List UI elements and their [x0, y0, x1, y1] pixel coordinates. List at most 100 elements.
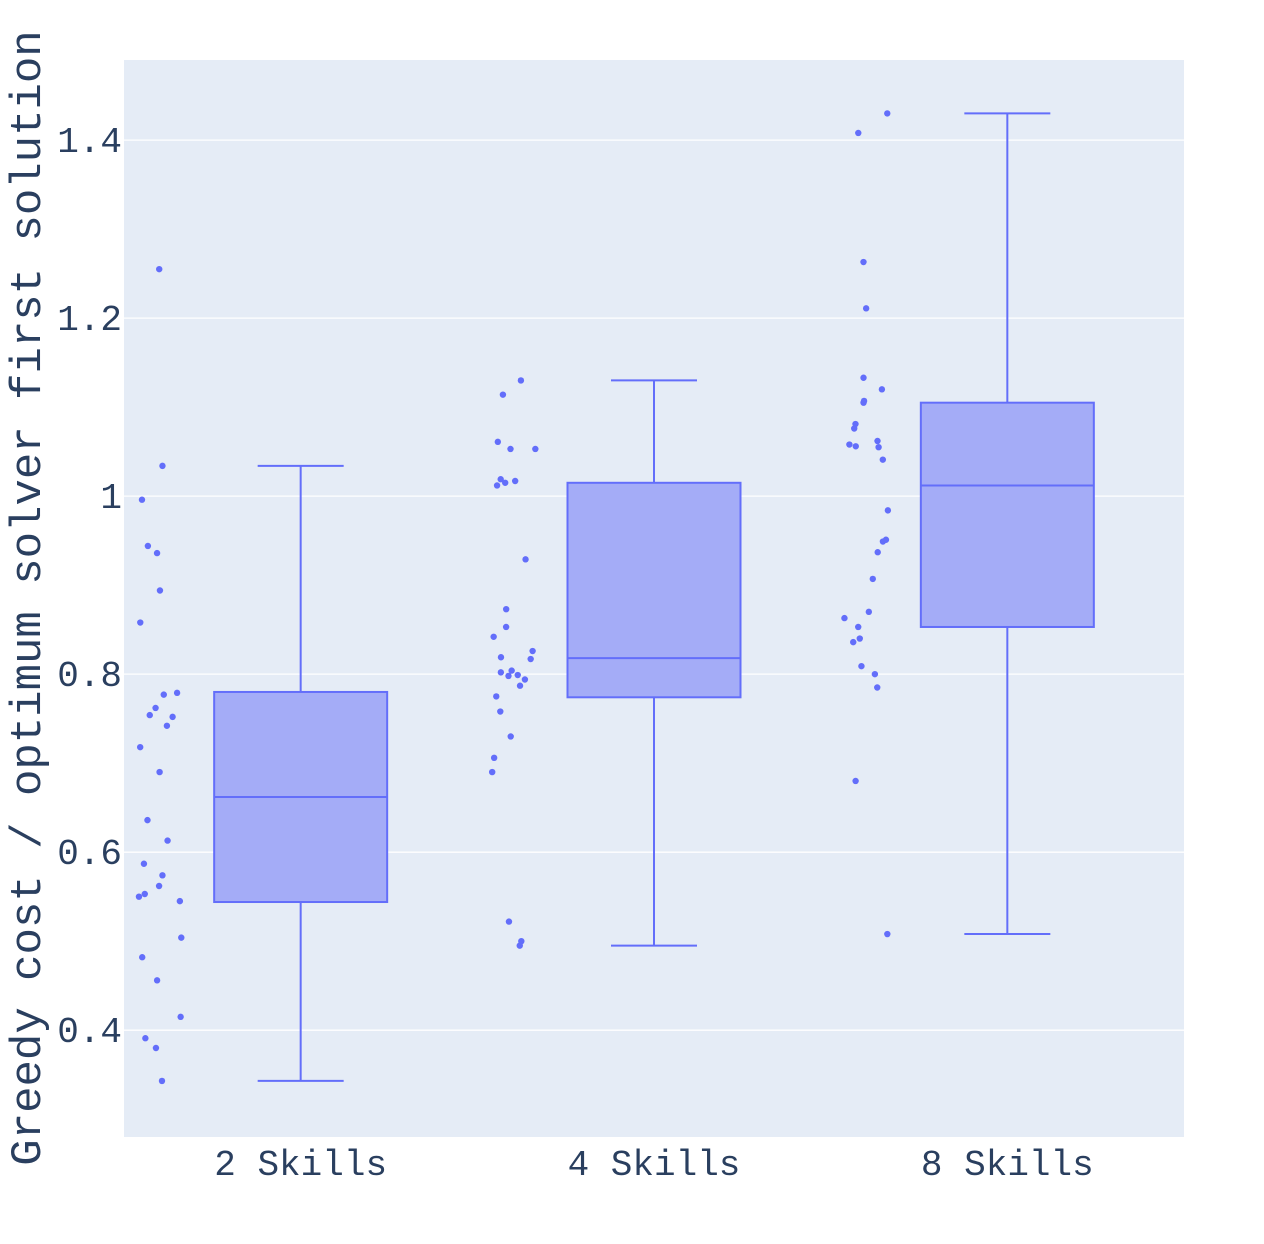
data-point	[501, 479, 509, 486]
data-point	[860, 258, 867, 266]
data-point	[494, 438, 502, 446]
y-tick-label: 1.2	[57, 300, 122, 341]
data-point	[140, 860, 148, 867]
y-axis-title: Greedy cost / optimum solver first solut…	[4, 30, 54, 1165]
data-point	[138, 496, 146, 503]
data-point	[851, 425, 858, 432]
data-point	[141, 890, 148, 898]
data-point	[153, 977, 161, 984]
data-point	[522, 556, 529, 563]
data-point	[856, 635, 863, 642]
data-point	[532, 445, 539, 453]
data-point	[884, 110, 891, 117]
data-point	[858, 662, 865, 670]
y-tick-label: 0.6	[57, 834, 122, 875]
data-point	[852, 443, 859, 450]
iqr-box	[919, 401, 1095, 628]
data-point	[155, 882, 163, 890]
data-point	[156, 768, 163, 776]
data-point	[497, 654, 505, 661]
data-point	[146, 711, 153, 719]
data-point	[144, 816, 151, 824]
data-point	[865, 608, 873, 616]
x-tick-label: 4 Skills	[568, 1145, 741, 1186]
data-point	[508, 667, 515, 674]
data-point	[855, 129, 862, 137]
y-tick-label: 0.8	[57, 656, 122, 697]
data-point	[527, 655, 534, 663]
data-point	[852, 777, 859, 785]
y-axis-ticks: 0.4 0.6 0.8 1 1.2 1.4	[57, 122, 122, 1053]
data-point	[516, 942, 523, 949]
boxes	[213, 112, 1095, 1082]
data-point	[156, 587, 164, 594]
data-point	[152, 1044, 160, 1052]
data-point	[497, 708, 504, 715]
data-point	[137, 619, 144, 626]
x-tick-label: 2 Skills	[214, 1145, 387, 1186]
data-point	[514, 671, 521, 679]
data-point	[163, 722, 171, 729]
data-point	[841, 614, 848, 622]
data-point	[505, 918, 513, 925]
y-tick-label: 0.4	[57, 1012, 122, 1053]
data-point	[869, 575, 876, 583]
data-point	[159, 462, 166, 470]
data-point	[493, 482, 501, 489]
data-point	[505, 672, 512, 680]
data-point	[875, 443, 882, 451]
data-point	[164, 837, 171, 844]
data-point	[497, 669, 505, 676]
data-point	[176, 897, 184, 905]
data-point	[846, 441, 853, 448]
data-point	[884, 930, 891, 938]
data-point	[521, 676, 529, 683]
data-point	[879, 538, 887, 545]
data-point	[507, 445, 514, 453]
data-point	[878, 386, 886, 393]
iqr-box	[566, 481, 742, 699]
data-point	[139, 954, 146, 961]
data-point	[178, 934, 185, 941]
data-point	[136, 743, 144, 751]
data-point	[159, 872, 166, 879]
data-point	[499, 391, 507, 398]
data-point	[153, 549, 161, 557]
data-point	[516, 682, 524, 689]
data-point	[517, 377, 525, 384]
data-points	[135, 110, 892, 1085]
data-point	[874, 437, 881, 445]
y-tick-label: 1	[100, 478, 122, 519]
data-point	[874, 684, 881, 691]
data-point	[488, 768, 496, 776]
data-point	[860, 374, 867, 381]
data-point	[177, 1013, 184, 1021]
data-point	[855, 623, 862, 631]
data-point	[156, 265, 163, 273]
data-point	[879, 456, 887, 463]
data-point	[860, 399, 867, 406]
data-point	[152, 704, 159, 712]
x-axis-ticks: 2 Skills 4 Skills 8 Skills	[214, 1145, 1093, 1186]
data-point	[874, 549, 881, 556]
data-point	[142, 1035, 149, 1042]
data-point	[507, 733, 514, 740]
data-point	[862, 305, 870, 312]
data-point	[169, 713, 176, 721]
data-point	[158, 1077, 166, 1085]
y-tick-label: 1.4	[57, 122, 122, 163]
data-point	[511, 477, 519, 485]
data-point	[871, 670, 879, 678]
data-point	[502, 605, 510, 613]
data-point	[493, 693, 500, 700]
data-point	[490, 754, 498, 762]
data-point	[173, 689, 181, 697]
data-point	[160, 691, 167, 698]
data-point	[884, 507, 892, 514]
x-tick-label: 8 Skills	[921, 1145, 1094, 1186]
data-point	[490, 633, 497, 640]
data-point	[502, 623, 510, 631]
data-point	[850, 638, 857, 646]
